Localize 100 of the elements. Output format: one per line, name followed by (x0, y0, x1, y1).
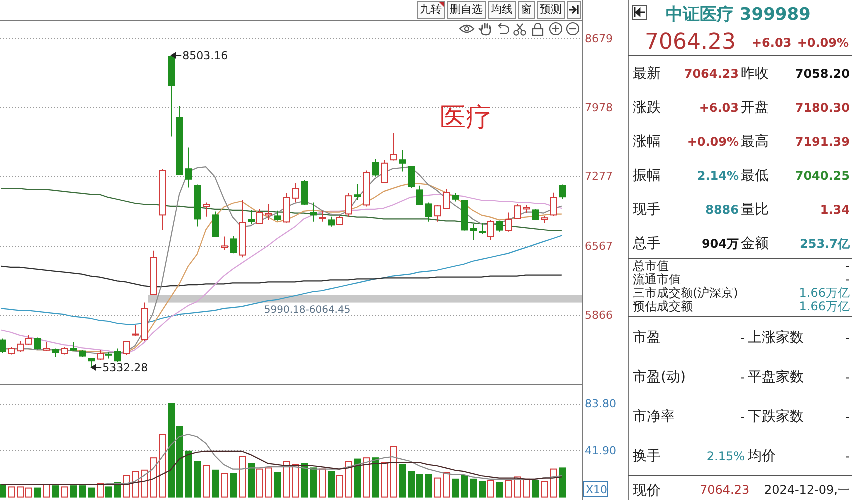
bar (185, 450, 192, 498)
text: 预测 (537, 1, 565, 19)
bar (52, 486, 59, 498)
text: 上涨家数 (748, 330, 804, 346)
text: 7058.20 (795, 67, 850, 81)
y-axis-title: X10 (586, 483, 608, 496)
text: 最新 (633, 66, 661, 82)
text: - (740, 410, 745, 424)
bar (310, 468, 317, 498)
annotation: 8503.16 (182, 50, 228, 63)
text: 市盈(动) (633, 370, 686, 386)
bar (301, 463, 308, 498)
text: 总市值 (632, 259, 669, 273)
text: - (846, 410, 850, 424)
bar (212, 470, 219, 498)
bar (274, 472, 281, 498)
text: 7191.39 (795, 135, 850, 149)
text: 换手 (633, 448, 661, 464)
text: 涨幅 (633, 134, 661, 150)
text: - (846, 259, 850, 273)
bar (105, 486, 112, 498)
text: 2.15% (706, 450, 745, 464)
text: +6.03 (752, 36, 792, 50)
bar (425, 474, 432, 498)
text: 总手 (632, 236, 661, 252)
candlestick (185, 147, 192, 188)
text: 最低 (741, 168, 769, 184)
text: 删自选 (447, 1, 486, 19)
text: +0.09% (797, 36, 849, 50)
bar (230, 473, 237, 498)
annotation: 医疗 (440, 103, 492, 133)
text: - (740, 370, 745, 384)
bar (372, 458, 379, 498)
candlestick (292, 183, 299, 204)
line-series (1, 235, 562, 326)
line-series (1, 450, 562, 486)
text: 904万 (702, 237, 739, 251)
text: 8886 (706, 203, 739, 217)
text: +0.09% (687, 135, 739, 149)
bar (399, 464, 406, 498)
y-tick-label: 83.80 (585, 398, 616, 410)
text: 中证医疗 399989 (666, 5, 811, 25)
text: 7064.23 (645, 30, 736, 55)
text: 最高 (741, 134, 769, 150)
bar (532, 480, 539, 498)
y-tick-label: 7277 (585, 170, 613, 184)
text: 开盘 (741, 100, 769, 116)
text: 市盈 (633, 330, 661, 346)
bar (0, 484, 6, 498)
y-tick-label: 5866 (585, 309, 613, 322)
text: 1.34 (820, 203, 850, 217)
text: 均价 (747, 448, 776, 464)
text: 九转 (417, 1, 445, 19)
text: - (740, 331, 745, 345)
text: 253.7亿 (800, 237, 851, 251)
bar (248, 463, 255, 498)
text: 均线 (488, 1, 516, 19)
bar (70, 486, 77, 498)
annotation: 5332.28 (102, 362, 148, 375)
text: 昨收 (741, 66, 769, 82)
bar (559, 468, 566, 498)
text: 预估成交额 (633, 300, 693, 314)
text: 平盘家数 (748, 370, 804, 386)
text: - (846, 370, 850, 384)
y-tick-label: 8679 (585, 32, 613, 46)
text: 7064.23 (684, 67, 739, 81)
bar (34, 488, 41, 498)
candlestick (265, 204, 272, 221)
y-tick-label: 7978 (585, 101, 613, 114)
text: 下跌家数 (748, 409, 804, 425)
text: 三市成交额(沪深京) (633, 286, 738, 300)
text: 现价 (633, 483, 661, 499)
candlestick (310, 202, 317, 222)
text: 2024-12-09,一 (764, 483, 850, 497)
band-label: 5990.18-6064.45 (264, 304, 351, 316)
text: - (846, 331, 850, 345)
bar (79, 486, 86, 498)
text: 量比 (741, 202, 769, 218)
text: 1.66万亿 (799, 286, 850, 300)
text: 2.14% (697, 169, 739, 183)
candlestick (399, 150, 406, 172)
text: 7040.25 (795, 169, 850, 183)
y-tick-label: 41.90 (585, 444, 616, 458)
bar (461, 476, 468, 498)
text: 窗 (518, 1, 535, 19)
text: 7064.23 (700, 483, 750, 497)
y-tick-label: 6567 (585, 240, 613, 254)
bar (88, 488, 95, 498)
bar (479, 481, 486, 498)
bar (328, 471, 335, 498)
bar (452, 478, 459, 498)
bar (470, 478, 477, 498)
text: 7180.30 (795, 101, 850, 115)
text: 涨跌 (633, 100, 661, 116)
text: +6.03 (699, 101, 739, 115)
text: 市净率 (633, 409, 675, 425)
bar (496, 482, 503, 498)
text: 1.66万亿 (799, 300, 850, 314)
text: - (846, 272, 850, 286)
text: 金额 (741, 236, 769, 252)
